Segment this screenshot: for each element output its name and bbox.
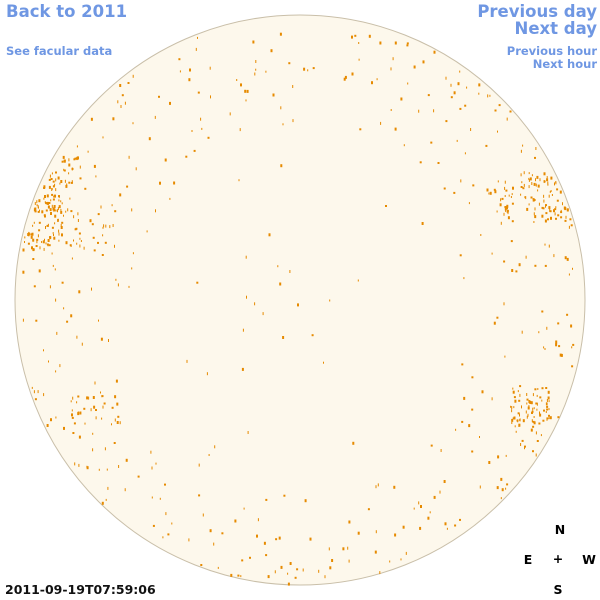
compass-east-label: E (523, 552, 533, 567)
compass-center-marker: + (552, 551, 564, 566)
see-facular-data-link[interactable]: See facular data (6, 44, 113, 58)
next-day-link[interactable]: Next day (514, 19, 597, 38)
next-hour-link[interactable]: Next hour (532, 57, 597, 71)
facular-region-markers (22, 32, 575, 586)
previous-hour-link[interactable]: Previous hour (506, 44, 597, 58)
compass-south-label: S (553, 582, 563, 597)
compass-west-label: W (582, 552, 596, 567)
back-to-year-link[interactable]: Back to 2011 (6, 2, 128, 21)
previous-day-link[interactable]: Previous day (477, 2, 597, 21)
compass-north-label: N (554, 522, 566, 537)
observation-timestamp: 2011-09-19T07:59:06 (5, 582, 156, 597)
solar-disk (14, 14, 586, 586)
